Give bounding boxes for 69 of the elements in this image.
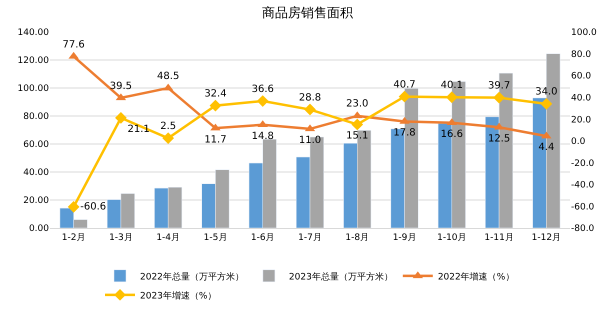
point — [398, 90, 410, 102]
point — [256, 95, 269, 107]
x-tick-label: 1-10月 — [437, 232, 467, 243]
x-tick-label: 1-4月 — [156, 232, 180, 243]
data-label: 39.7 — [488, 80, 510, 92]
y-tick-label: 120.00 — [18, 56, 50, 66]
point — [351, 118, 364, 130]
point — [493, 92, 505, 104]
x-tick-label: 1-11月 — [484, 232, 514, 243]
y-tick-label: 140.00 — [18, 28, 50, 38]
point — [540, 98, 552, 110]
point — [304, 104, 316, 116]
x-tick-label: 1-3月 — [109, 232, 133, 243]
y-tick-label: 60.00 — [23, 140, 50, 150]
x-tick-label: 1-8月 — [345, 232, 370, 243]
data-label: 40.7 — [393, 79, 416, 90]
data-label: 34.0 — [535, 86, 558, 98]
x-tick-label: 1-12月 — [532, 232, 562, 243]
y-tick-label: 40.00 — [23, 168, 50, 178]
y-tick-label: 20.00 — [23, 196, 50, 206]
data-label: 2.5 — [160, 121, 176, 132]
data-label: 77.6 — [62, 39, 85, 50]
y-tick-label: 100.00 — [18, 84, 50, 94]
point — [210, 100, 222, 112]
y2-tick-label: 60.0 — [571, 72, 592, 82]
data-label: 40.1 — [440, 80, 463, 92]
x-tick-label: 1-2月 — [62, 232, 86, 243]
data-label: 12.5 — [488, 133, 510, 144]
data-label: 39.5 — [110, 80, 132, 92]
x-tick-label: 1-6月 — [250, 232, 275, 243]
point — [446, 91, 458, 104]
legend-label: 2023年增速（%） — [140, 290, 216, 302]
data-label: 23.0 — [346, 98, 368, 110]
y2-tick-label: -20.0 — [571, 158, 595, 169]
y2-tick-label: -80.0 — [571, 224, 595, 234]
point — [258, 120, 268, 128]
legend-label: 2023年总量（万平方米） — [288, 271, 393, 282]
data-label: 32.4 — [204, 88, 227, 100]
data-label: 21.1 — [128, 124, 150, 136]
point — [352, 111, 362, 118]
point — [115, 112, 127, 124]
data-label: 28.8 — [298, 92, 322, 104]
data-label: 16.6 — [440, 128, 463, 140]
data-label: 36.6 — [252, 84, 274, 95]
point — [162, 132, 174, 144]
data-label: 14.8 — [252, 130, 274, 142]
data-label: 4.4 — [538, 142, 554, 154]
y2-tick-label: 80.0 — [571, 50, 592, 60]
data-label: 17.8 — [393, 128, 416, 139]
data-label: 15.1 — [346, 130, 368, 142]
data-label: 11.7 — [204, 134, 227, 146]
x-tick-label: 1-7月 — [298, 232, 322, 243]
legend-label: 2022年总量（万平方米） — [140, 271, 244, 282]
y2-tick-label: 40.0 — [571, 93, 592, 104]
x-tick-label: 1-9月 — [392, 232, 416, 243]
y2-tick-label: 20.0 — [571, 115, 592, 126]
y-tick-label: 80.00 — [23, 112, 50, 122]
y2-tick-label: -60.0 — [571, 202, 595, 212]
point — [68, 201, 80, 213]
chart-title: 商品房销售面积 — [262, 5, 353, 22]
data-label: 11.0 — [298, 135, 322, 146]
data-label: -60.6 — [80, 201, 106, 212]
data-label: 48.5 — [157, 70, 180, 82]
legend-label: 2022年增速（%） — [438, 271, 514, 282]
y2-tick-label: 100.0 — [571, 28, 598, 38]
y2-tick-label: 0.0 — [571, 137, 586, 148]
x-tick-label: 1-5月 — [204, 232, 228, 243]
y-tick-label: 0.00 — [28, 224, 50, 234]
y2-tick-label: -40.0 — [571, 180, 595, 191]
